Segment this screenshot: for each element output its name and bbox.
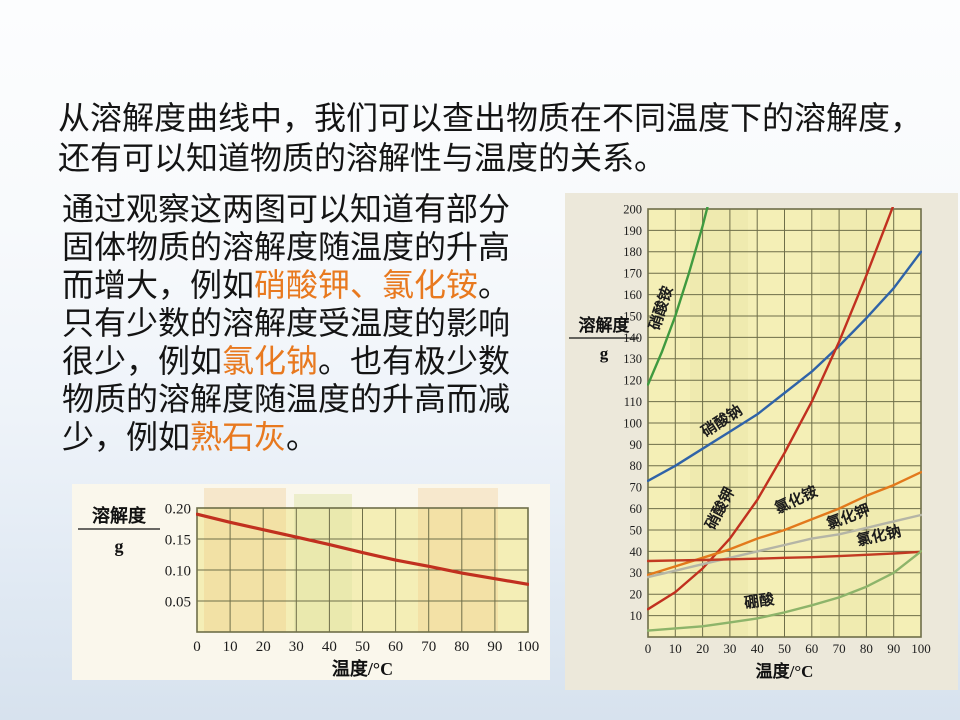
text-line: 固体物质的溶解度随温度的升高 bbox=[62, 228, 532, 266]
text-line: 而增大，例如硝酸钾、氯化铵。 bbox=[62, 266, 532, 304]
svg-text:70: 70 bbox=[630, 481, 643, 495]
svg-text:20: 20 bbox=[630, 588, 643, 602]
svg-text:温度/°C: 温度/°C bbox=[332, 658, 393, 679]
svg-text:0.20: 0.20 bbox=[165, 501, 191, 517]
text-segment: 。也有极少数 bbox=[318, 343, 511, 379]
svg-text:g: g bbox=[115, 536, 124, 556]
svg-text:溶解度: 溶解度 bbox=[579, 315, 631, 335]
svg-text:70: 70 bbox=[421, 639, 436, 655]
intro-paragraph: 从溶解度曲线中，我们可以查出物质在不同温度下的溶解度， 还有可以知道物质的溶解性与… bbox=[58, 98, 938, 178]
text-line: 从溶解度曲线中，我们可以查出物质在不同温度下的溶解度， bbox=[58, 100, 923, 136]
svg-text:70: 70 bbox=[833, 641, 846, 656]
svg-text:60: 60 bbox=[630, 502, 643, 516]
svg-text:90: 90 bbox=[630, 438, 643, 452]
svg-text:80: 80 bbox=[454, 639, 469, 655]
svg-text:30: 30 bbox=[289, 639, 304, 655]
svg-text:溶解度: 溶解度 bbox=[92, 505, 147, 526]
svg-text:0.15: 0.15 bbox=[165, 532, 191, 548]
svg-text:130: 130 bbox=[623, 352, 642, 366]
svg-text:20: 20 bbox=[256, 639, 271, 655]
svg-text:0: 0 bbox=[193, 639, 201, 655]
svg-text:50: 50 bbox=[630, 523, 643, 537]
text-line: 还有可以知道物质的溶解性与温度的关系。 bbox=[58, 140, 667, 176]
text-segment: 少，例如 bbox=[62, 419, 191, 455]
svg-text:200: 200 bbox=[623, 202, 642, 216]
svg-text:20: 20 bbox=[696, 641, 709, 656]
text-line: 少，例如熟石灰。 bbox=[62, 418, 532, 456]
svg-text:100: 100 bbox=[911, 641, 931, 656]
svg-text:g: g bbox=[600, 344, 609, 363]
text-segment: 。 bbox=[478, 267, 511, 303]
svg-text:10: 10 bbox=[669, 641, 682, 656]
svg-text:120: 120 bbox=[623, 374, 642, 388]
highlighted-term: 氯化钠 bbox=[222, 343, 319, 379]
svg-text:10: 10 bbox=[630, 609, 643, 623]
text-line: 只有少数的溶解度受温度的影响 bbox=[62, 304, 532, 342]
body-paragraph: 通过观察这两图可以知道有部分 固体物质的溶解度随温度的升高 而增大，例如硝酸钾、氯化… bbox=[62, 190, 532, 456]
highlighted-term: 硝酸钾、氯化铵 bbox=[254, 267, 479, 303]
svg-text:50: 50 bbox=[355, 639, 370, 655]
svg-text:0.10: 0.10 bbox=[165, 563, 191, 579]
svg-text:110: 110 bbox=[624, 395, 642, 409]
svg-text:30: 30 bbox=[723, 641, 736, 656]
svg-text:90: 90 bbox=[487, 639, 502, 655]
svg-text:0.05: 0.05 bbox=[165, 594, 191, 610]
svg-text:40: 40 bbox=[751, 641, 764, 656]
svg-text:80: 80 bbox=[630, 459, 643, 473]
text-segment: 而增大，例如 bbox=[62, 267, 255, 303]
text-line: 物质的溶解度随温度的升高而减 bbox=[62, 380, 532, 418]
text-line: 很少，例如氯化钠。也有极少数 bbox=[62, 342, 532, 380]
svg-text:温度/°C: 温度/°C bbox=[756, 661, 814, 681]
svg-text:160: 160 bbox=[623, 288, 642, 302]
text-segment: 通过观察这两图可以知道有部分 bbox=[62, 191, 511, 227]
svg-text:90: 90 bbox=[887, 641, 900, 656]
text-segment: 物质的溶解度随温度的升高而减 bbox=[62, 381, 511, 417]
svg-text:40: 40 bbox=[322, 639, 337, 655]
svg-text:170: 170 bbox=[623, 267, 642, 281]
multi-substance-solubility-chart: 0 10 20 30 40 50 60 70 80 90 100 10 20 30 40 50 60 70 80 90… bbox=[565, 193, 958, 690]
svg-text:60: 60 bbox=[388, 639, 403, 655]
svg-text:硼酸: 硼酸 bbox=[743, 590, 776, 612]
svg-text:190: 190 bbox=[623, 224, 642, 238]
svg-text:100: 100 bbox=[517, 639, 540, 655]
svg-text:30: 30 bbox=[630, 566, 643, 580]
text-segment: 很少，例如 bbox=[62, 343, 223, 379]
svg-text:50: 50 bbox=[778, 641, 791, 656]
svg-text:40: 40 bbox=[630, 545, 643, 559]
svg-text:100: 100 bbox=[623, 416, 642, 430]
svg-text:0: 0 bbox=[645, 641, 652, 656]
svg-text:10: 10 bbox=[223, 639, 238, 655]
svg-text:60: 60 bbox=[805, 641, 818, 656]
svg-text:80: 80 bbox=[860, 641, 873, 656]
text-segment: 固体物质的溶解度随温度的升高 bbox=[62, 229, 511, 265]
svg-text:180: 180 bbox=[623, 245, 642, 259]
highlighted-term: 熟石灰 bbox=[190, 419, 287, 455]
text-segment: 。 bbox=[286, 419, 319, 455]
slaked-lime-solubility-chart: 0 10 20 30 40 50 60 70 80 90 100 0.05 0.10 0.15 0.20 温度… bbox=[72, 484, 550, 680]
svg-text:150: 150 bbox=[623, 309, 642, 323]
text-line: 通过观察这两图可以知道有部分 bbox=[62, 190, 532, 228]
text-segment: 只有少数的溶解度受温度的影响 bbox=[62, 305, 511, 341]
